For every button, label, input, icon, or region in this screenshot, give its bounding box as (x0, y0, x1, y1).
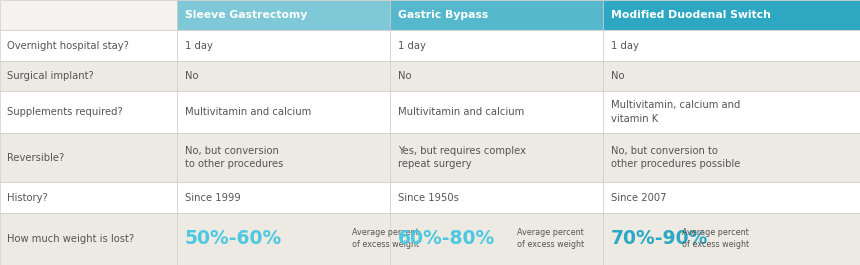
Text: 60%-80%: 60%-80% (398, 229, 495, 248)
Bar (177, 133, 390, 182)
Text: Since 2007: Since 2007 (611, 193, 667, 202)
Bar (390, 91, 603, 133)
Text: Since 1999: Since 1999 (185, 193, 241, 202)
Bar (390, 133, 603, 182)
Bar (0, 61, 177, 91)
Bar (603, 133, 860, 182)
Text: 1 day: 1 day (398, 41, 426, 51)
Text: Overnight hospital stay?: Overnight hospital stay? (7, 41, 129, 51)
Bar (603, 91, 860, 133)
Bar (0, 133, 177, 182)
Text: Average percent
of excess weight: Average percent of excess weight (352, 228, 420, 249)
Bar (390, 0, 603, 30)
Text: Reversible?: Reversible? (7, 153, 64, 163)
Bar (177, 213, 390, 265)
Text: How much weight is lost?: How much weight is lost? (7, 234, 134, 244)
Bar (603, 30, 860, 61)
Bar (177, 182, 390, 213)
Text: Multivitamin and calcium: Multivitamin and calcium (398, 107, 525, 117)
Text: Modified Duodenal Switch: Modified Duodenal Switch (611, 10, 771, 20)
Text: Since 1950s: Since 1950s (398, 193, 459, 202)
Bar (603, 0, 860, 30)
Bar (177, 0, 390, 30)
Text: Average percent
of excess weight: Average percent of excess weight (682, 228, 750, 249)
Bar (390, 30, 603, 61)
Bar (390, 182, 603, 213)
Text: Supplements required?: Supplements required? (7, 107, 123, 117)
Text: Multivitamin and calcium: Multivitamin and calcium (185, 107, 311, 117)
Text: No: No (398, 71, 411, 81)
Text: 50%-60%: 50%-60% (185, 229, 282, 248)
Text: No, but conversion
to other procedures: No, but conversion to other procedures (185, 146, 284, 169)
Bar (603, 213, 860, 265)
Text: 1 day: 1 day (611, 41, 639, 51)
Text: No, but conversion to
other procedures possible: No, but conversion to other procedures p… (611, 146, 740, 169)
Bar (177, 61, 390, 91)
Text: Sleeve Gastrectomy: Sleeve Gastrectomy (185, 10, 307, 20)
Text: Average percent
of excess weight: Average percent of excess weight (517, 228, 584, 249)
Bar (390, 213, 603, 265)
Text: History?: History? (7, 193, 48, 202)
Bar (603, 182, 860, 213)
Bar (177, 30, 390, 61)
Bar (0, 213, 177, 265)
Text: Gastric Bypass: Gastric Bypass (398, 10, 488, 20)
Bar (0, 182, 177, 213)
Bar (177, 91, 390, 133)
Text: Surgical implant?: Surgical implant? (7, 71, 94, 81)
Text: Multivitamin, calcium and
vitamin K: Multivitamin, calcium and vitamin K (611, 100, 740, 124)
Bar (0, 30, 177, 61)
Bar (390, 61, 603, 91)
Text: No: No (185, 71, 199, 81)
Text: No: No (611, 71, 624, 81)
Bar (0, 0, 177, 30)
Text: 1 day: 1 day (185, 41, 213, 51)
Bar (0, 91, 177, 133)
Bar (603, 61, 860, 91)
Text: Yes, but requires complex
repeat surgery: Yes, but requires complex repeat surgery (398, 146, 526, 169)
Text: 70%-90%: 70%-90% (611, 229, 709, 248)
